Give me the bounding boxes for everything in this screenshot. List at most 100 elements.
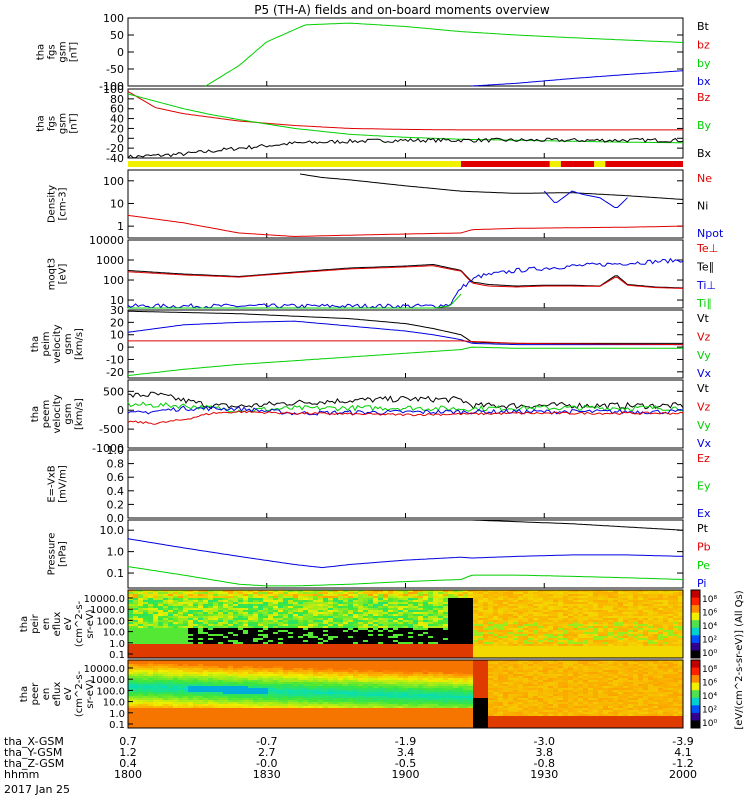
spectrogram-cell	[163, 644, 169, 647]
spectrogram-cell	[213, 686, 219, 689]
spectrogram-cell	[258, 666, 264, 669]
spectrogram-cell	[528, 592, 534, 595]
spectrogram-cell	[218, 664, 224, 667]
spectrogram-cell	[463, 640, 469, 643]
spectrogram-cell	[203, 622, 209, 625]
spectrogram-cell	[483, 596, 489, 599]
spectrogram-cell	[223, 652, 229, 655]
spectrogram-cell	[483, 634, 489, 637]
spectrogram-cell	[613, 614, 619, 617]
y-axis-label-p2: [nT]	[69, 113, 80, 133]
spectrogram-cell	[403, 598, 409, 601]
spectrogram-cell	[488, 654, 494, 657]
spectrogram-cell	[638, 608, 644, 611]
spectrogram-cell	[228, 654, 234, 657]
spectrogram-cell	[393, 650, 399, 653]
spectrogram-cell	[188, 590, 194, 593]
spectrogram-cell	[403, 646, 409, 649]
spectrogram-cell	[213, 680, 219, 683]
spectrogram-cell	[298, 638, 304, 641]
spectrogram-cell	[603, 626, 609, 629]
spectrogram-cell	[148, 668, 154, 671]
spectrogram-cell	[643, 630, 649, 633]
spectrogram-cell	[193, 706, 199, 709]
y-axis-label-p9: tha	[19, 616, 30, 632]
spectrogram-cell	[378, 592, 384, 595]
spectrogram-cell	[223, 618, 229, 621]
spectrogram-cell	[228, 598, 234, 601]
spectrogram-cell	[408, 630, 414, 633]
spectrogram-cell	[598, 622, 604, 625]
spectrogram-cell	[558, 598, 564, 601]
spectrogram-cell	[503, 638, 509, 641]
spectrogram-cell	[253, 646, 259, 649]
spectrogram-cell	[333, 640, 339, 643]
legend-entry-Ez: Ez	[697, 452, 710, 465]
spectrogram-cell	[408, 638, 414, 641]
spectrogram-cell	[528, 634, 534, 637]
spectrogram-cell	[243, 606, 249, 609]
spectrogram-cell	[213, 620, 219, 623]
spectrogram-cell	[563, 602, 569, 605]
spectrogram-cell	[528, 632, 534, 635]
spectrogram-cell	[213, 718, 219, 721]
spectrogram-cell	[203, 714, 209, 717]
spectrogram-cell	[343, 654, 349, 657]
spectrogram-cell	[573, 618, 579, 621]
spectrogram-cell	[263, 656, 269, 659]
spectrogram-cell	[603, 616, 609, 619]
spectrogram-cell	[368, 634, 374, 637]
spectrogram-cell	[533, 652, 539, 655]
spectrogram-cell	[628, 652, 634, 655]
spectrogram-cell	[148, 602, 154, 605]
spectrogram-cell	[498, 596, 504, 599]
spectrogram-cell	[473, 652, 479, 655]
spectrogram-cell	[163, 718, 169, 721]
spectrogram-cell	[188, 680, 194, 683]
spectrogram-cell	[248, 624, 254, 627]
legend-entry-Ne: Ne	[697, 172, 712, 185]
spectrogram-cell	[463, 652, 469, 655]
spectrogram-cell	[543, 654, 549, 657]
spectrogram-cell	[358, 596, 364, 599]
spectrogram-cell	[553, 628, 559, 631]
series-line-Npot	[543, 190, 628, 208]
spectrogram-cell	[598, 634, 604, 637]
spectrogram-cell	[213, 726, 219, 729]
spectrogram-cell	[163, 598, 169, 601]
spectrogram-cell	[138, 718, 144, 721]
spectrogram-cell	[583, 596, 589, 599]
spectrogram-cell	[558, 636, 564, 639]
spectrogram-cell	[598, 656, 604, 659]
spectrogram-cell	[433, 606, 439, 609]
spectrogram-cell	[158, 668, 164, 671]
spectrogram-cell	[408, 642, 414, 645]
spectrogram-cell	[248, 646, 254, 649]
spectrogram-cell	[358, 602, 364, 605]
spectrogram-cell	[398, 654, 404, 657]
spectrogram-cell	[658, 656, 664, 659]
spectrogram-cell	[253, 590, 259, 593]
spectrogram-cell	[183, 680, 189, 683]
spectrogram-cell	[578, 598, 584, 601]
y-axis-label-p6: peem	[41, 400, 52, 428]
spectrogram-cell	[638, 636, 644, 639]
spectrogram-cell	[218, 646, 224, 649]
spectrogram-cell	[243, 616, 249, 619]
spectrogram-cell	[513, 610, 519, 613]
spectrogram-cell	[383, 600, 389, 603]
spectrogram-cell	[173, 670, 179, 673]
spectrogram-cell	[638, 650, 644, 653]
spectrogram-cell	[328, 612, 334, 615]
spectrogram-cell	[623, 616, 629, 619]
spectrogram-cell	[128, 694, 134, 697]
spectrogram-cell	[563, 624, 569, 627]
spectrogram-cell	[203, 612, 209, 615]
spectrogram-cell	[148, 696, 154, 699]
spectrogram-cell	[223, 686, 229, 689]
spectrogram-cell	[278, 622, 284, 625]
spectrogram-cell	[168, 664, 174, 667]
spectrogram-cell	[168, 706, 174, 709]
y-tick-label: 60	[110, 103, 124, 116]
spectrogram-cell	[273, 592, 279, 595]
